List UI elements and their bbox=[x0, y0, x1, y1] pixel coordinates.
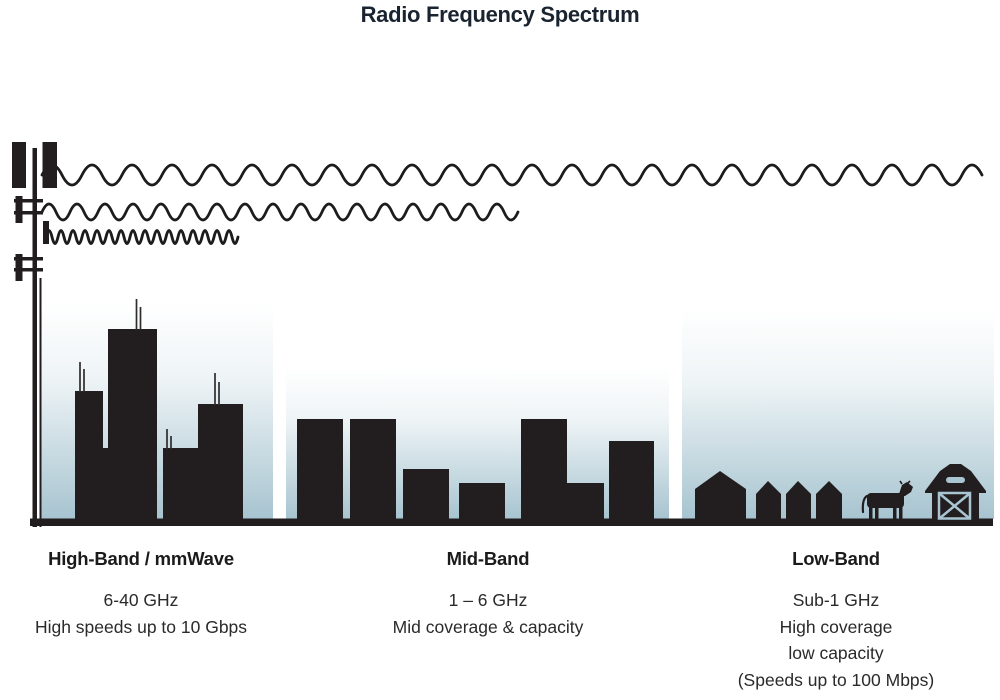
high-band-wave-icon bbox=[44, 229, 240, 245]
band-frequency-high: 6-40 GHz bbox=[103, 590, 179, 610]
rooftop-antennas-icon bbox=[79, 299, 220, 449]
radio-waves bbox=[40, 163, 984, 245]
rural-farm-scene bbox=[695, 464, 986, 520]
barn-icon bbox=[925, 464, 986, 520]
band-frequency-mid: 1 – 6 GHz bbox=[448, 590, 528, 610]
city-skyline-high-band-icon bbox=[75, 299, 243, 521]
band-label-low-band: Low-Band Sub-1 GHz High coverage low cap… bbox=[686, 548, 986, 693]
spectrum-diagram bbox=[12, 142, 994, 527]
houses-icon bbox=[695, 471, 842, 519]
band-description-mid: Mid coverage & capacity bbox=[392, 616, 584, 637]
mid-rise-buildings-icon bbox=[297, 419, 654, 521]
band-label-high-band: High-Band / mmWave 6-40 GHz High speeds … bbox=[0, 548, 291, 640]
band-heading-mid: Mid-Band bbox=[446, 548, 530, 569]
cell-tower-icon bbox=[12, 142, 57, 527]
band-description-high: High speeds up to 10 Gbps bbox=[34, 616, 248, 637]
band-heading-high: High-Band / mmWave bbox=[48, 548, 234, 569]
band-frequency-low: Sub-1 GHz bbox=[792, 590, 880, 610]
low-band-wave-icon bbox=[40, 163, 984, 187]
band-description-low-1: High coverage bbox=[779, 616, 893, 637]
barn-door-icon bbox=[937, 491, 972, 520]
mid-band-wave-icon bbox=[40, 202, 520, 222]
band-heading-low: Low-Band bbox=[792, 548, 880, 569]
band-description-low-3: (Speeds up to 100 Mbps) bbox=[737, 669, 935, 690]
barn-vent-icon bbox=[946, 477, 965, 483]
ground-line bbox=[30, 518, 993, 526]
band-label-mid-band: Mid-Band 1 – 6 GHz Mid coverage & capaci… bbox=[338, 548, 638, 640]
cow-icon bbox=[861, 480, 913, 519]
page-title: Radio Frequency Spectrum bbox=[360, 2, 640, 27]
band-description-low-2: low capacity bbox=[788, 643, 884, 663]
